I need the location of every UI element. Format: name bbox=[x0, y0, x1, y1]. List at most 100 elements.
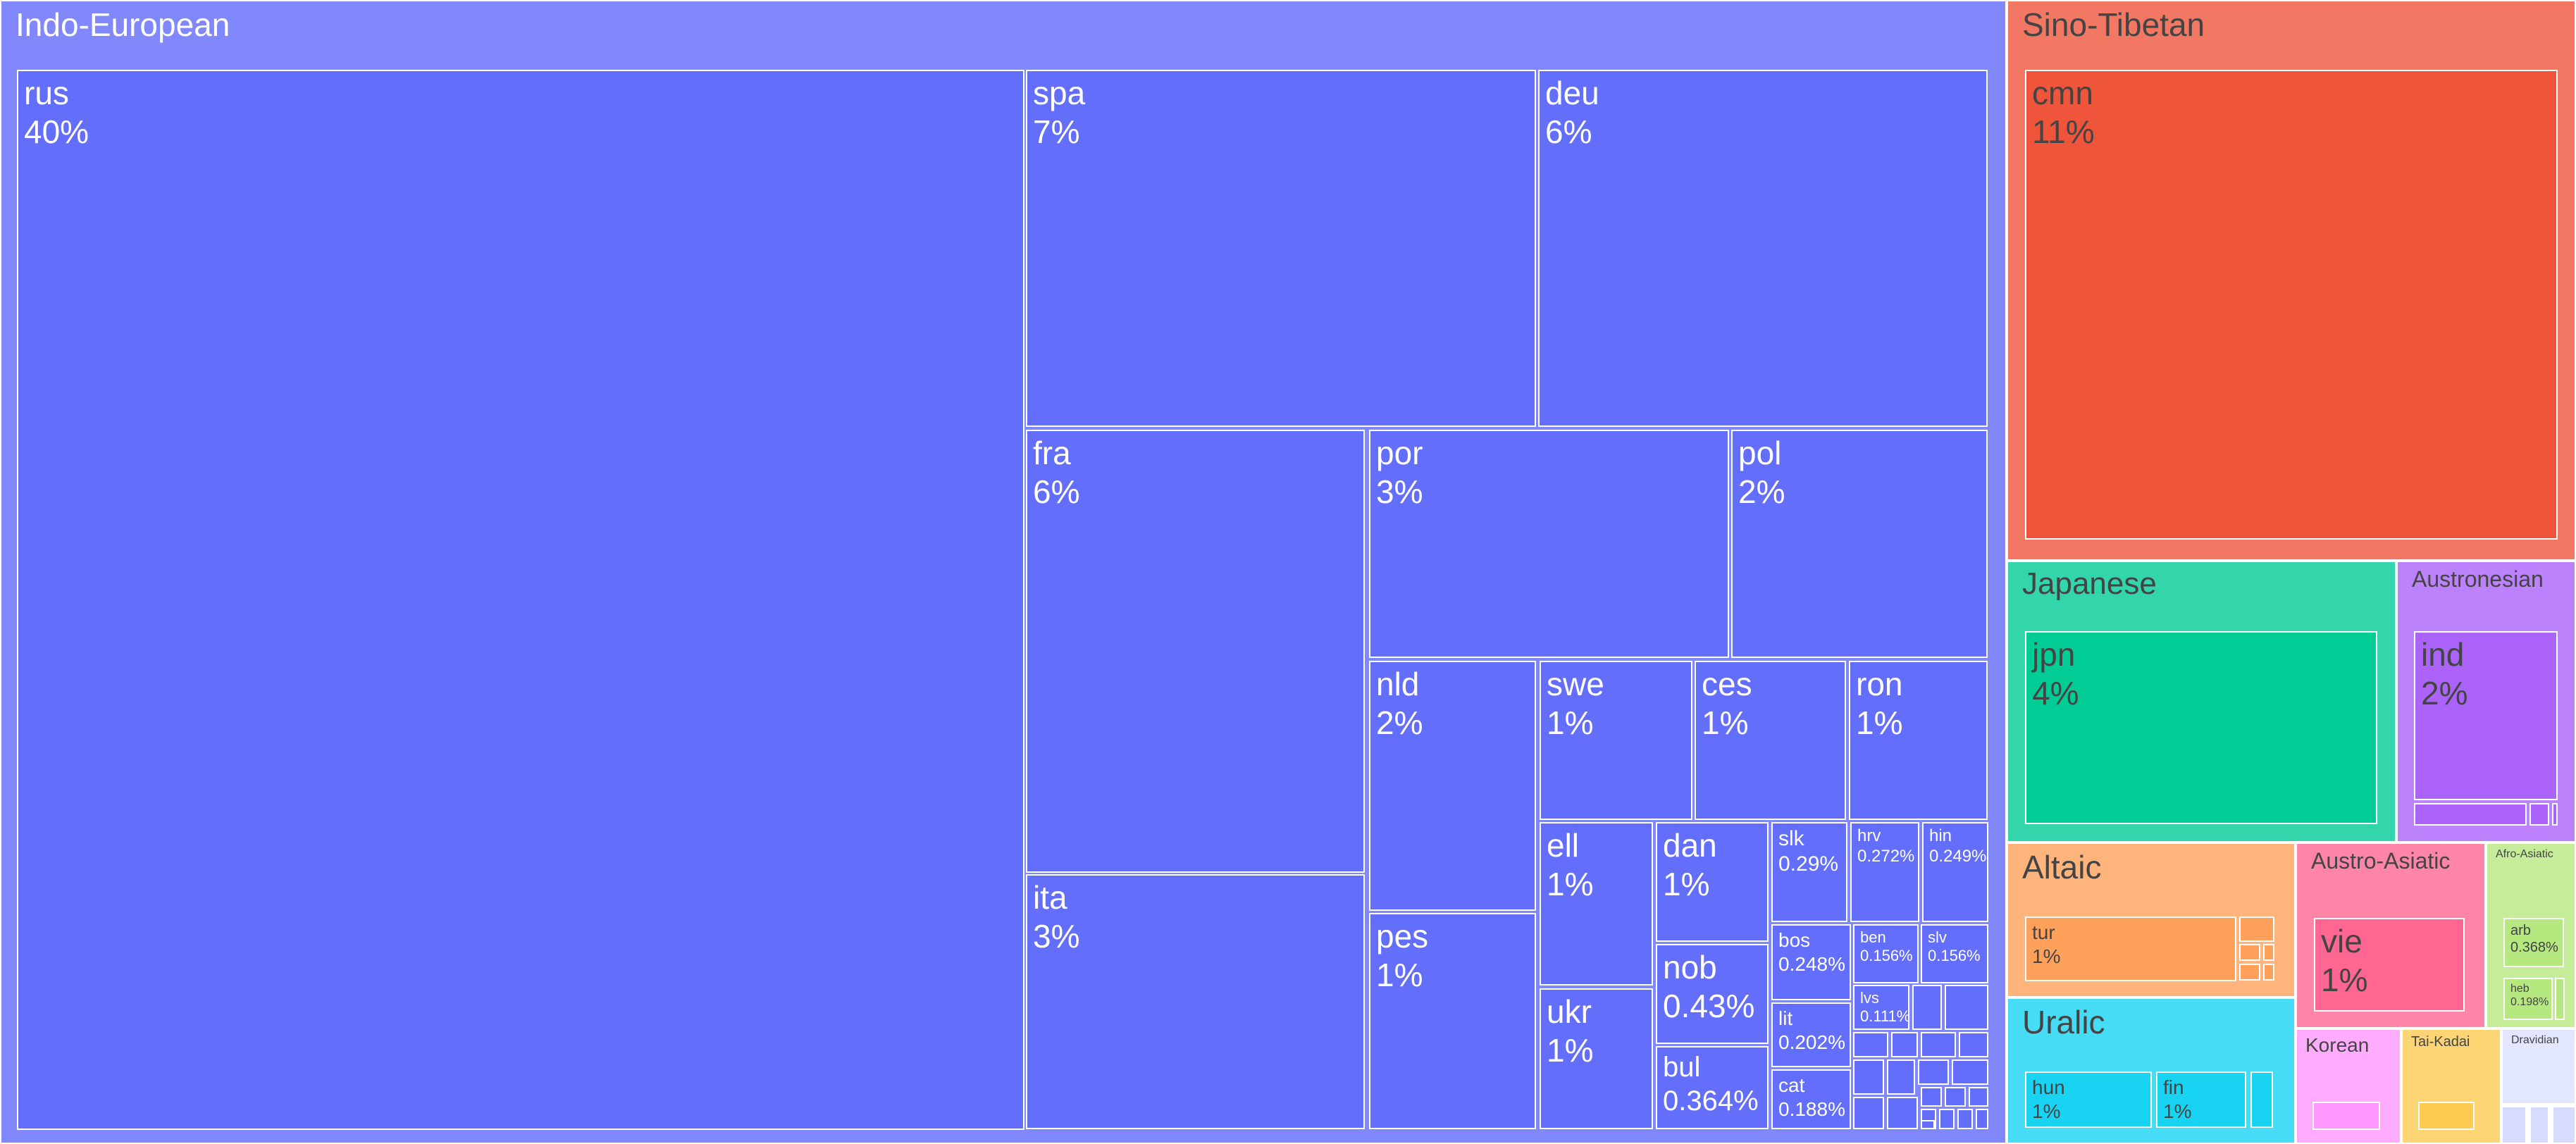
treemap-tile-nob[interactable]: nob 0.43% bbox=[1656, 944, 1769, 1044]
tile-label: dan bbox=[1663, 827, 1717, 864]
treemap-tile-minor[interactable] bbox=[1912, 985, 1942, 1030]
treemap-tile-minor[interactable] bbox=[2263, 944, 2274, 961]
treemap-tile-minor[interactable] bbox=[2312, 1102, 2380, 1130]
treemap-tile-jpn[interactable]: jpn 4% bbox=[2025, 631, 2377, 824]
treemap-tile-minor[interactable] bbox=[2555, 978, 2565, 1020]
treemap-tile-ron[interactable]: ron 1% bbox=[1849, 661, 1988, 820]
tile-label: ron bbox=[1856, 666, 1903, 702]
treemap-tile-ell[interactable]: ell 1% bbox=[1540, 822, 1653, 986]
tile-label: swe bbox=[1547, 666, 1604, 702]
tile-label: lvs bbox=[1860, 989, 1879, 1007]
tile-label: cat bbox=[1778, 1074, 1805, 1096]
tile-value-label: 1% bbox=[2321, 962, 2368, 999]
group-label: Austronesian bbox=[2412, 566, 2544, 592]
treemap-tile-fin[interactable]: fin 1% bbox=[2156, 1071, 2246, 1128]
treemap-tile-minor[interactable] bbox=[1921, 1087, 1942, 1107]
treemap-tile-minor[interactable] bbox=[2552, 1106, 2576, 1144]
treemap-tile-slk[interactable]: slk 0.29% bbox=[1771, 822, 1847, 922]
treemap-tile-minor[interactable] bbox=[1945, 985, 1988, 1030]
treemap-tile-arb[interactable]: arb 0.368% bbox=[2503, 918, 2564, 967]
tile-label: rus bbox=[24, 75, 69, 111]
treemap-tile-minor[interactable] bbox=[2239, 944, 2260, 961]
group-label: Tai-Kadai bbox=[2411, 1034, 2470, 1050]
treemap-tile-cmn[interactable]: cmn 11% bbox=[2025, 70, 2558, 540]
treemap-tile-minor[interactable] bbox=[1887, 1097, 1918, 1129]
treemap-tile-minor[interactable] bbox=[1957, 1109, 1973, 1129]
tile-value-label: 0.248% bbox=[1778, 952, 1845, 975]
group-dravidian[interactable]: Dravidian bbox=[2501, 1028, 2576, 1105]
treemap-tile-lvs[interactable]: lvs 0.111% bbox=[1853, 985, 1909, 1030]
treemap-tile-heb[interactable]: heb 0.198% bbox=[2503, 978, 2553, 1020]
group-label: Japanese bbox=[2022, 566, 2157, 601]
tile-value-label: 2% bbox=[1738, 473, 1785, 511]
tile-label: ukr bbox=[1547, 993, 1592, 1030]
treemap-tile-minor[interactable] bbox=[1945, 1087, 1966, 1107]
treemap-tile-minor[interactable] bbox=[2250, 1071, 2273, 1128]
treemap-tile-minor[interactable] bbox=[1939, 1109, 1955, 1129]
treemap-tile-dan[interactable]: dan 1% bbox=[1656, 822, 1769, 942]
treemap-tile-bos[interactable]: bos 0.248% bbox=[1771, 924, 1851, 1000]
tile-value-label: 1% bbox=[1547, 1032, 1594, 1069]
treemap-tile-minor[interactable] bbox=[1853, 1097, 1884, 1129]
treemap-tile-minor[interactable] bbox=[2529, 803, 2549, 826]
treemap-tile-ita[interactable]: ita 3% bbox=[1026, 874, 1365, 1129]
treemap-tile-ukr[interactable]: ukr 1% bbox=[1540, 988, 1653, 1129]
tile-label: bul bbox=[1663, 1052, 1701, 1083]
treemap-tile-ind[interactable]: ind 2% bbox=[2414, 631, 2558, 800]
treemap-tile-ces[interactable]: ces 1% bbox=[1695, 661, 1846, 820]
treemap-tile-swe[interactable]: swe 1% bbox=[1540, 661, 1692, 820]
treemap-tile-deu[interactable]: deu 6% bbox=[1538, 70, 1988, 427]
treemap-tile-minor[interactable] bbox=[1921, 1120, 1935, 1129]
group-label: Indo-European bbox=[16, 6, 230, 43]
treemap-tile-minor[interactable] bbox=[1891, 1032, 1918, 1057]
treemap-tile-hrv[interactable]: hrv 0.272% bbox=[1850, 822, 1919, 922]
group-label: Sino-Tibetan bbox=[2022, 6, 2205, 43]
treemap-tile-minor[interactable] bbox=[1887, 1059, 1915, 1095]
tile-label: arb bbox=[2510, 923, 2531, 938]
treemap-tile-minor[interactable] bbox=[1853, 1032, 1888, 1057]
group-label: Dravidian bbox=[2511, 1034, 2559, 1046]
treemap-tile-minor[interactable] bbox=[2263, 964, 2274, 981]
treemap-tile-minor[interactable] bbox=[1918, 1059, 1949, 1085]
treemap-tile-rus[interactable]: rus 40% bbox=[17, 70, 1024, 1130]
treemap-tile-por[interactable]: por 3% bbox=[1369, 430, 1729, 658]
tile-label: spa bbox=[1033, 75, 1086, 111]
tile-value-label: 6% bbox=[1033, 473, 1080, 511]
treemap-tile-minor[interactable] bbox=[1959, 1032, 1988, 1057]
treemap-tile-fra[interactable]: fra 6% bbox=[1026, 430, 1365, 873]
tile-value-label: 0.156% bbox=[1928, 947, 1981, 965]
treemap-tile-minor[interactable] bbox=[2529, 1106, 2549, 1144]
treemap-tile-minor[interactable] bbox=[1921, 1032, 1956, 1057]
group-label: Korean bbox=[2305, 1034, 2370, 1056]
treemap-tile-minor[interactable] bbox=[1969, 1087, 1988, 1107]
treemap-tile-nld[interactable]: nld 2% bbox=[1369, 661, 1536, 911]
treemap-tile-tur[interactable]: tur 1% bbox=[2025, 916, 2236, 981]
treemap-tile-minor[interactable] bbox=[2501, 1106, 2527, 1144]
treemap-tile-pol[interactable]: pol 2% bbox=[1731, 430, 1988, 658]
treemap-tile-lit[interactable]: lit 0.202% bbox=[1771, 1002, 1851, 1067]
treemap-tile-bul[interactable]: bul 0.364% bbox=[1656, 1046, 1769, 1129]
treemap-tile-cat[interactable]: cat 0.188% bbox=[1771, 1069, 1851, 1129]
treemap-tile-ben[interactable]: ben 0.156% bbox=[1853, 924, 1919, 983]
treemap-tile-minor[interactable] bbox=[2414, 803, 2527, 826]
treemap-tile-minor[interactable] bbox=[1853, 1059, 1884, 1095]
treemap-tile-slv[interactable]: slv 0.156% bbox=[1921, 924, 1988, 983]
treemap-tile-pes[interactable]: pes 1% bbox=[1369, 913, 1536, 1129]
treemap-tile-minor[interactable] bbox=[2418, 1102, 2475, 1130]
treemap-tile-minor[interactable] bbox=[1976, 1109, 1988, 1129]
tile-label: slk bbox=[1778, 827, 1804, 850]
treemap-tile-hin[interactable]: hin 0.249% bbox=[1922, 822, 1988, 922]
treemap-tile-hun[interactable]: hun 1% bbox=[2025, 1071, 2152, 1128]
treemap-tile-minor[interactable] bbox=[2239, 964, 2260, 981]
treemap-tile-minor[interactable] bbox=[2552, 803, 2558, 826]
tile-value-label: 1% bbox=[2163, 1100, 2192, 1122]
treemap-tile-spa[interactable]: spa 7% bbox=[1026, 70, 1536, 427]
tile-label: pol bbox=[1738, 435, 1782, 471]
tile-value-label: 11% bbox=[2032, 113, 2095, 151]
tile-value-label: 1% bbox=[1702, 704, 1749, 742]
group-label: Uralic bbox=[2022, 1004, 2105, 1040]
treemap-tile-minor[interactable] bbox=[2239, 916, 2274, 942]
tile-value-label: 2% bbox=[2421, 675, 2468, 712]
treemap-tile-minor[interactable] bbox=[1952, 1059, 1988, 1085]
treemap-tile-vie[interactable]: vie 1% bbox=[2314, 918, 2465, 1012]
